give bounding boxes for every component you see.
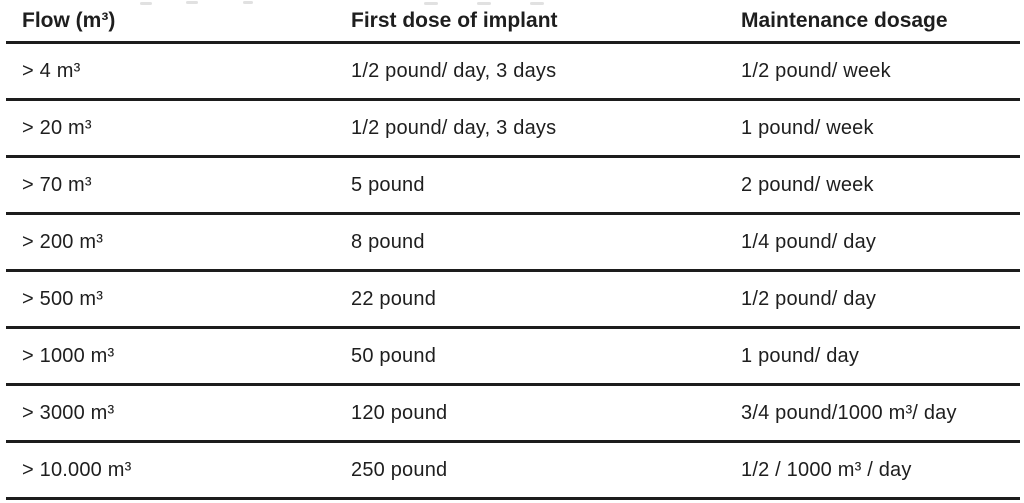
cell-first-dose: 1/2 pound/ day, 3 days (351, 116, 557, 139)
cell-maintenance: 1 pound/ week (741, 116, 874, 139)
table-row: > 200 m³ 8 pound 1/4 pound/ day (6, 215, 1020, 272)
table-row: > 1000 m³ 50 pound 1 pound/ day (6, 329, 1020, 386)
scan-artifact (140, 2, 152, 5)
scan-artifact (243, 1, 253, 4)
column-header-first-dose: First dose of implant (351, 8, 558, 32)
scan-artifact (424, 2, 438, 5)
cell-flow: > 10.000 m³ (22, 458, 132, 481)
cell-flow: > 1000 m³ (22, 344, 115, 367)
cell-maintenance: 1/2 pound/ day (741, 287, 877, 310)
cell-first-dose: 5 pound (351, 173, 425, 196)
scan-artifact (477, 2, 491, 5)
column-header-maintenance: Maintenance dosage (741, 8, 948, 32)
cell-flow: > 70 m³ (22, 173, 92, 196)
cell-maintenance: 1/2 / 1000 m³ / day (741, 458, 912, 481)
cell-first-dose: 1/2 pound/ day, 3 days (351, 59, 557, 82)
cell-flow: > 3000 m³ (22, 401, 115, 424)
dosage-table: Flow (m³) First dose of implant Maintena… (6, 0, 1020, 500)
table-row: > 3000 m³ 120 pound 3/4 pound/1000 m³/ d… (6, 386, 1020, 443)
table-row: > 70 m³ 5 pound 2 pound/ week (6, 158, 1020, 215)
cell-first-dose: 250 pound (351, 458, 448, 481)
cell-maintenance: 2 pound/ week (741, 173, 874, 196)
table-row: > 20 m³ 1/2 pound/ day, 3 days 1 pound/ … (6, 101, 1020, 158)
cell-first-dose: 22 pound (351, 287, 437, 310)
cell-maintenance: 1/4 pound/ day (741, 230, 877, 253)
cell-flow: > 200 m³ (22, 230, 104, 253)
scan-artifact (530, 2, 544, 5)
scan-artifact (186, 1, 198, 4)
cell-first-dose: 8 pound (351, 230, 425, 253)
cell-flow: > 20 m³ (22, 116, 92, 139)
cell-maintenance: 1/2 pound/ week (741, 59, 891, 82)
cell-flow: > 500 m³ (22, 287, 104, 310)
cell-maintenance: 1 pound/ day (741, 344, 860, 367)
cell-first-dose: 50 pound (351, 344, 437, 367)
column-header-flow: Flow (m³) (22, 8, 116, 32)
table-header-row: Flow (m³) First dose of implant Maintena… (6, 0, 1020, 44)
table-row: > 10.000 m³ 250 pound 1/2 / 1000 m³ / da… (6, 443, 1020, 500)
table-row: > 500 m³ 22 pound 1/2 pound/ day (6, 272, 1020, 329)
cell-first-dose: 120 pound (351, 401, 448, 424)
table-row: > 4 m³ 1/2 pound/ day, 3 days 1/2 pound/… (6, 44, 1020, 101)
cell-maintenance: 3/4 pound/1000 m³/ day (741, 401, 957, 424)
cell-flow: > 4 m³ (22, 59, 81, 82)
